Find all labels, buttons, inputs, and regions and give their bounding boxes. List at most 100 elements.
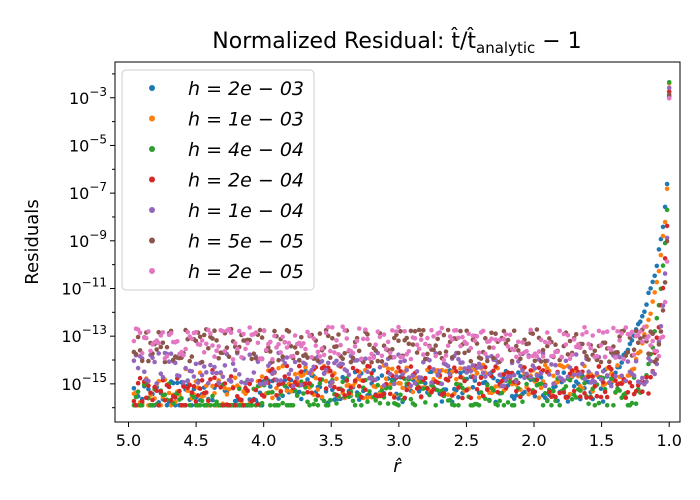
- data-point: [152, 359, 157, 365]
- data-point: [604, 373, 610, 378]
- data-point: [563, 358, 569, 364]
- data-point: [476, 350, 482, 356]
- data-point: [433, 343, 439, 348]
- data-point: [241, 403, 246, 408]
- data-point: [534, 327, 540, 332]
- data-point: [489, 336, 494, 342]
- data-point: [433, 403, 439, 408]
- data-point: [666, 92, 672, 97]
- data-point: [261, 328, 267, 334]
- data-point: [309, 367, 315, 373]
- data-point: [470, 385, 476, 390]
- data-point: [245, 388, 250, 393]
- data-point: [396, 403, 401, 408]
- data-point: [131, 398, 137, 404]
- data-point: [311, 364, 317, 370]
- data-point: [282, 340, 288, 345]
- data-point: [356, 326, 362, 331]
- data-point: [514, 388, 519, 394]
- data-point: [356, 373, 362, 379]
- data-point: [427, 344, 432, 350]
- data-point: [429, 380, 434, 385]
- data-point: [350, 398, 356, 404]
- data-point: [534, 377, 540, 383]
- data-point: [404, 335, 410, 341]
- data-point: [656, 268, 662, 274]
- data-point: [466, 331, 472, 337]
- data-point: [307, 381, 312, 386]
- data-point: [239, 379, 244, 385]
- data-point: [462, 366, 467, 371]
- data-point: [590, 374, 595, 379]
- data-point: [160, 374, 166, 380]
- data-point: [642, 324, 647, 330]
- data-point: [664, 186, 670, 192]
- legend-marker: [149, 237, 155, 244]
- data-point: [526, 341, 531, 346]
- data-point: [398, 381, 403, 386]
- data-point: [526, 391, 531, 397]
- data-point: [197, 342, 203, 348]
- data-point: [545, 330, 550, 335]
- data-point: [485, 355, 490, 360]
- data-point: [609, 383, 614, 389]
- data-point: [239, 355, 244, 360]
- data-point: [301, 341, 306, 346]
- data-point: [402, 358, 408, 364]
- data-point: [381, 391, 387, 397]
- data-point: [433, 353, 439, 359]
- data-point: [218, 385, 223, 390]
- data-point: [648, 374, 653, 380]
- data-point: [292, 371, 298, 377]
- data-point: [640, 389, 645, 395]
- data-point: [276, 342, 281, 347]
- data-point: [460, 334, 465, 340]
- x-tick-label: 1.5: [589, 431, 614, 450]
- data-point: [212, 364, 217, 370]
- y-tick-label: 10−15: [61, 371, 107, 394]
- data-point: [631, 352, 637, 358]
- data-point: [150, 355, 155, 361]
- data-point: [571, 372, 577, 378]
- data-point: [464, 341, 470, 347]
- data-point: [524, 348, 529, 354]
- data-point: [199, 338, 205, 343]
- data-point: [520, 340, 525, 345]
- data-point: [334, 401, 339, 406]
- data-point: [249, 378, 254, 383]
- data-point: [565, 374, 571, 380]
- data-point: [139, 399, 145, 404]
- data-point: [456, 394, 461, 400]
- data-point: [429, 327, 434, 333]
- data-point: [323, 378, 329, 384]
- data-point: [290, 403, 296, 408]
- data-point: [565, 399, 571, 404]
- data-point: [328, 348, 333, 354]
- data-point: [532, 394, 538, 399]
- data-point: [173, 395, 178, 400]
- data-point: [582, 376, 587, 382]
- data-point: [212, 354, 217, 359]
- data-point: [491, 388, 496, 393]
- data-point: [315, 358, 321, 364]
- data-point: [551, 353, 556, 359]
- data-point: [363, 387, 368, 393]
- data-point: [216, 380, 221, 386]
- x-tick-label: 5.0: [116, 431, 141, 450]
- data-point: [468, 345, 474, 351]
- data-point: [416, 346, 422, 352]
- data-point: [259, 374, 265, 379]
- data-point: [346, 391, 352, 396]
- data-point: [478, 375, 484, 381]
- data-point: [377, 400, 383, 406]
- data-point: [445, 378, 451, 383]
- data-point: [255, 340, 261, 346]
- data-point: [596, 328, 602, 334]
- data-point: [251, 370, 257, 375]
- data-point: [464, 370, 470, 375]
- data-point: [379, 353, 385, 359]
- data-point: [586, 374, 591, 380]
- data-point: [297, 389, 302, 395]
- data-point: [400, 372, 405, 377]
- data-point: [315, 349, 321, 355]
